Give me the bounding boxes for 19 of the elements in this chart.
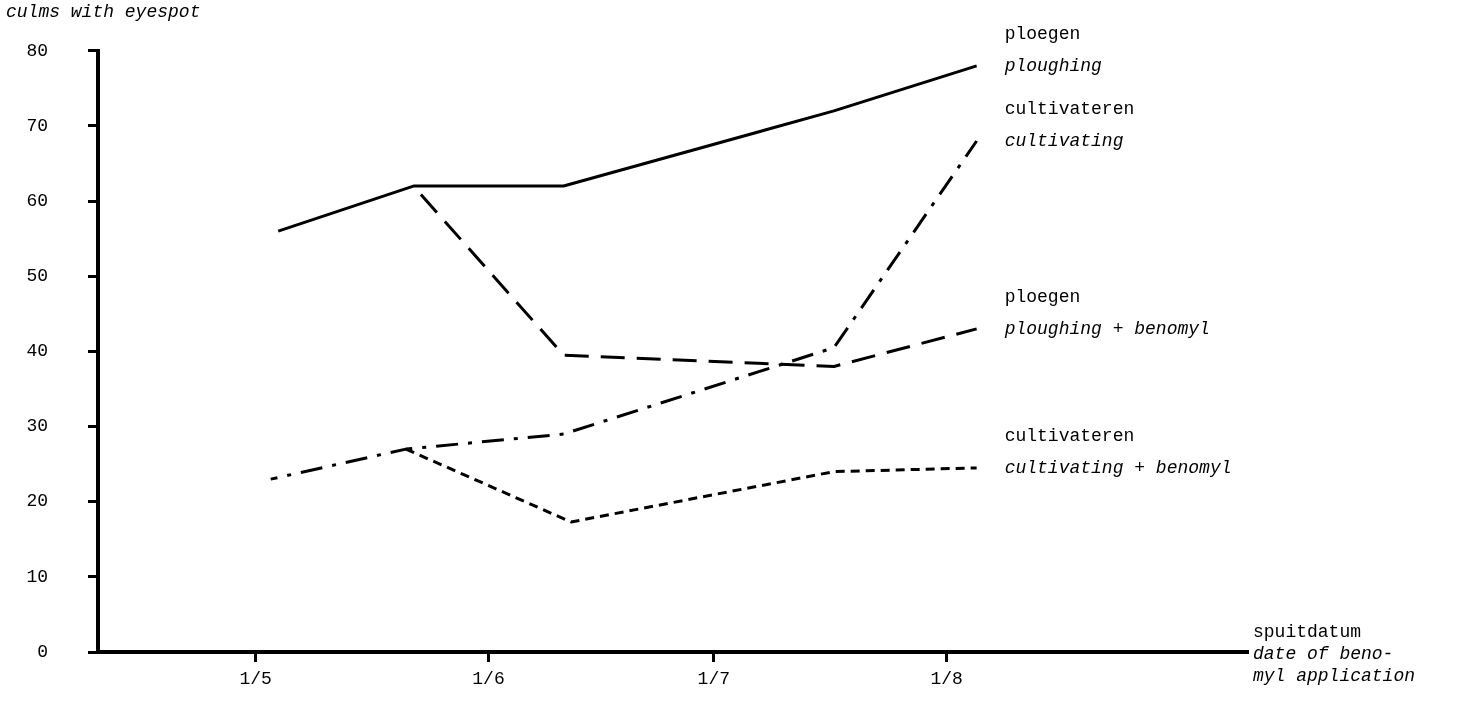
series-label: ploegen ploughing + benomyl — [1003, 286, 1210, 339]
x-tick-label: 1/7 — [697, 668, 731, 689]
y-tick-label: 10 — [26, 566, 48, 587]
y-tick-label: 0 — [37, 641, 48, 662]
x-tick-label: 1/8 — [930, 668, 963, 689]
y-tick-label: 40 — [26, 341, 48, 362]
y-tick-label: 60 — [26, 190, 48, 211]
y-tick-label: 30 — [26, 416, 48, 437]
y-tick-label: 50 — [26, 266, 48, 287]
y-axis-title: culms with eyespot — [6, 1, 201, 22]
y-tick-label: 70 — [26, 115, 48, 136]
series-label: cultivateren cultivating — [1004, 98, 1135, 151]
series-label: ploegen ploughing — [1003, 23, 1103, 76]
y-tick-label: 80 — [26, 40, 48, 61]
series-label: cultivateren cultivating + benomyl — [1004, 425, 1232, 478]
x-axis-title: spuitdatum date of beno- myl application — [1253, 621, 1416, 686]
x-tick-label: 1/5 — [239, 668, 272, 689]
x-tick-label: 1/6 — [472, 668, 505, 689]
y-tick-label: 20 — [26, 491, 48, 512]
